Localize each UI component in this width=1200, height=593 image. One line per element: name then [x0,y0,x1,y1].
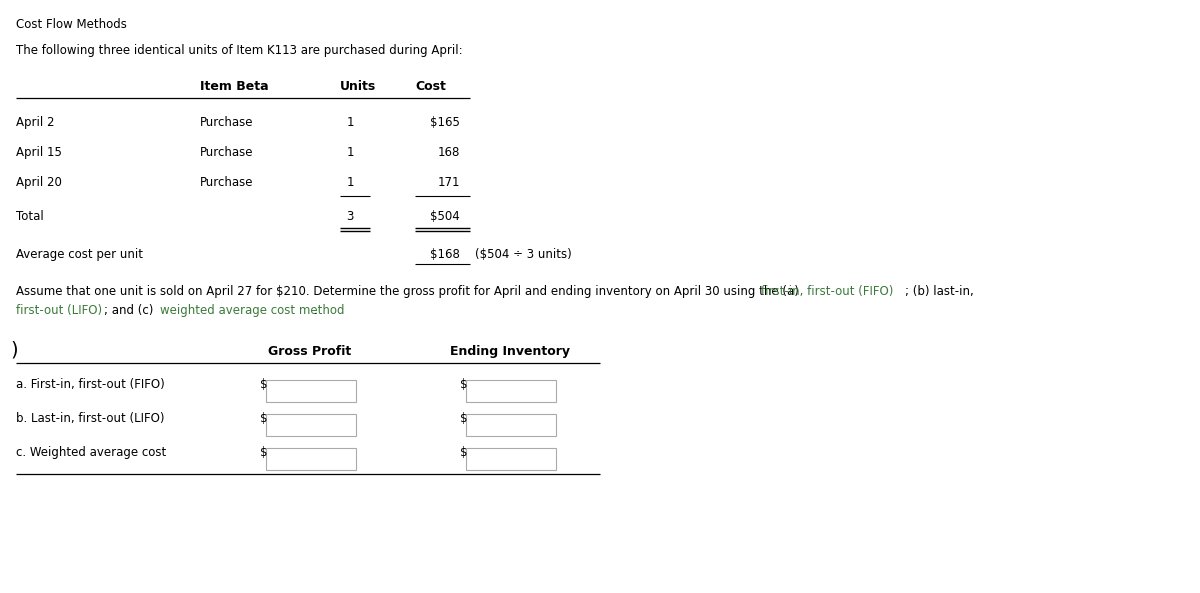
Text: ; and (c): ; and (c) [104,304,157,317]
Text: Units: Units [340,80,377,93]
Text: April 20: April 20 [16,176,62,189]
Text: $504: $504 [431,210,460,223]
Bar [266,380,356,402]
Text: $: $ [460,446,468,459]
Text: Gross Profit: Gross Profit [269,345,352,358]
Text: $: $ [460,412,468,425]
Text: weighted average cost method: weighted average cost method [160,304,344,317]
Text: $: $ [260,446,268,459]
Text: $168: $168 [430,248,460,261]
Text: Assume that one unit is sold on April 27 for $210. Determine the gross profit fo: Assume that one unit is sold on April 27… [16,285,803,298]
Text: 1: 1 [347,146,354,159]
Text: first-out (LIFO): first-out (LIFO) [16,304,102,317]
Text: Average cost per unit: Average cost per unit [16,248,143,261]
Text: 3: 3 [347,210,354,223]
Text: $165: $165 [430,116,460,129]
Text: Total: Total [16,210,43,223]
Bar [466,448,556,470]
Bar [266,414,356,436]
Text: Cost: Cost [415,80,446,93]
Text: Purchase: Purchase [200,116,253,129]
Text: ): ) [10,340,18,359]
Text: April 15: April 15 [16,146,62,159]
Text: .: . [314,304,318,317]
Text: Item Beta: Item Beta [200,80,269,93]
Text: $: $ [460,378,468,391]
Text: ; (b) last-in,: ; (b) last-in, [905,285,973,298]
Text: 1: 1 [347,116,354,129]
Text: a. First-in, first-out (FIFO): a. First-in, first-out (FIFO) [16,378,164,391]
Text: Purchase: Purchase [200,176,253,189]
Text: The following three identical units of Item K113 are purchased during April:: The following three identical units of I… [16,44,463,57]
Text: 1: 1 [347,176,354,189]
Text: $: $ [260,378,268,391]
Text: 168: 168 [438,146,460,159]
Text: April 2: April 2 [16,116,54,129]
Bar [266,448,356,470]
Text: b. Last-in, first-out (LIFO): b. Last-in, first-out (LIFO) [16,412,164,425]
Text: Ending Inventory: Ending Inventory [450,345,570,358]
Text: 171: 171 [438,176,460,189]
Text: Purchase: Purchase [200,146,253,159]
Text: $: $ [260,412,268,425]
Bar [466,414,556,436]
Text: ($504 ÷ 3 units): ($504 ÷ 3 units) [475,248,571,261]
Text: c. Weighted average cost: c. Weighted average cost [16,446,167,459]
Text: Cost Flow Methods: Cost Flow Methods [16,18,127,31]
Text: first-in, first-out (FIFO): first-in, first-out (FIFO) [761,285,894,298]
Bar [466,380,556,402]
